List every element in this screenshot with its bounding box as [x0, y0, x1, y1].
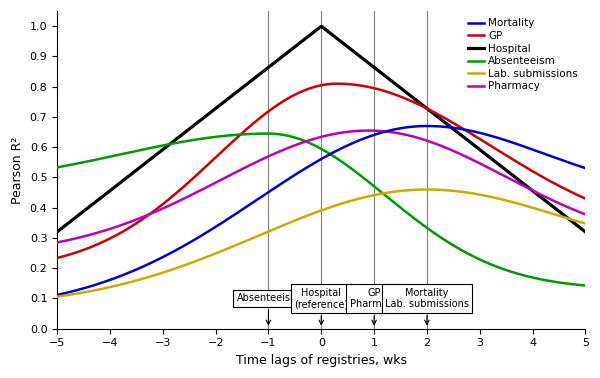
Text: GP
Pharmacy: GP Pharmacy: [350, 288, 398, 325]
Legend: Mortality, GP, Hospital, Absenteeism, Lab. submissions, Pharmacy: Mortality, GP, Hospital, Absenteeism, La…: [466, 16, 580, 93]
X-axis label: Time lags of registries, wks: Time lags of registries, wks: [236, 354, 407, 367]
Text: Hospital
(reference): Hospital (reference): [294, 288, 349, 325]
Text: Absenteeism: Absenteeism: [236, 293, 300, 325]
Y-axis label: Pearson R²: Pearson R²: [11, 136, 24, 203]
Text: Mortality
Lab. submissions: Mortality Lab. submissions: [385, 288, 469, 325]
